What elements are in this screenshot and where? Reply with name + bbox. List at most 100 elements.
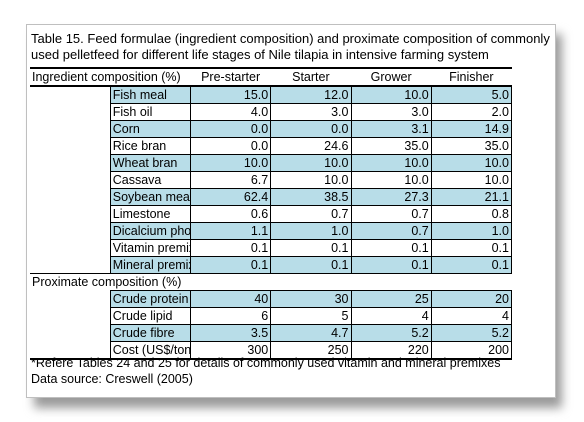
row-label: Corn	[109, 120, 191, 138]
indent-cell	[30, 257, 110, 274]
data-source: Data source: Creswell (2005)	[31, 372, 193, 386]
indent-cell	[30, 189, 110, 206]
value-cell: 2.0	[430, 103, 513, 121]
table-row: Mineral premix*0.10.10.10.1	[30, 256, 513, 274]
value-cell: 1.0	[430, 222, 513, 240]
value-cell: 0.7	[350, 222, 432, 240]
value-cell: 4	[350, 307, 432, 325]
value-cell: 5.2	[350, 324, 432, 342]
table-row: Wheat bran 10.0 10.0 10.0 10.0	[30, 154, 513, 172]
value-cell: 3.1	[350, 120, 432, 138]
value-cell: 0.1	[189, 256, 271, 274]
value-cell: 10.0	[189, 154, 271, 172]
table-row: Crude lipid 6 5 4 4	[30, 307, 513, 325]
table-row: Cassava 6.7 10.0 10.0 10.0	[30, 171, 513, 189]
table-row: Cost (US$/tonne) in 2005300250220200	[30, 341, 513, 360]
indent-cell	[30, 138, 110, 155]
value-cell: 200	[430, 341, 513, 360]
value-cell: 0.1	[270, 256, 351, 274]
value-cell: 10.0	[270, 171, 351, 189]
indent-cell	[30, 155, 110, 172]
value-cell: 1.0	[270, 222, 351, 240]
table-row: Fish meal 15.0 12.0 10.0 5.0	[30, 85, 513, 104]
value-cell: 35.0	[430, 137, 513, 155]
indent-cell	[30, 223, 110, 240]
value-cell: 0.7	[350, 205, 432, 223]
table-figure: Table 15. Feed formulae (ingredient comp…	[26, 24, 556, 398]
value-cell: 0.1	[270, 239, 351, 257]
value-cell: 0.0	[270, 120, 351, 138]
section-ingredient-label: Ingredient composition (%)	[30, 67, 191, 87]
value-cell: 25	[350, 290, 432, 308]
value-cell: 4.0	[189, 103, 271, 121]
table-row: Crude protein 40 30 25 20	[30, 290, 513, 308]
row-label: Vitamin premix*	[109, 239, 191, 257]
indent-cell	[30, 291, 110, 308]
value-cell: 3.0	[270, 103, 351, 121]
table-row: Fish oil 4.0 3.0 3.0 2.0	[30, 103, 513, 121]
row-label: Fish oil	[109, 103, 191, 121]
value-cell: 4.7	[270, 324, 351, 342]
row-label: Wheat bran	[109, 154, 191, 172]
value-cell: 3.5	[189, 324, 271, 342]
value-cell: 20	[430, 290, 513, 308]
table-row: Crude fibre 3.5 4.7 5.2 5.2	[30, 324, 513, 342]
footnote: *Refere Tables 24 and 25 for details of …	[31, 356, 501, 370]
value-cell: 10.0	[350, 85, 432, 104]
indent-cell	[30, 325, 110, 342]
value-cell: 10.0	[350, 171, 432, 189]
indent-cell	[30, 104, 110, 121]
table-row: Vitamin premix*0.10.10.10.1	[30, 239, 513, 257]
col-header: Pre-starter	[190, 67, 271, 87]
value-cell: 21.1	[430, 188, 513, 206]
value-cell: 0.8	[430, 205, 513, 223]
row-label: Crude fibre	[109, 324, 191, 342]
table-row: Soybean meal 62.4 38.5 27.3 21.1	[30, 188, 513, 206]
row-label: Soybean meal	[109, 188, 191, 206]
section-row: Proximate composition (%)	[30, 273, 512, 291]
indent-cell	[30, 121, 110, 138]
value-cell: 1.1	[189, 222, 271, 240]
value-cell: 220	[350, 341, 432, 360]
value-cell: 5	[270, 307, 351, 325]
value-cell: 10.0	[430, 154, 513, 172]
value-cell: 12.0	[270, 85, 351, 104]
row-label: Rice bran	[109, 137, 191, 155]
table-row: Dicalcium phosphate1.11.00.71.0	[30, 222, 513, 240]
value-cell: 30	[270, 290, 351, 308]
value-cell: 15.0	[189, 85, 271, 104]
value-cell: 6.7	[189, 171, 271, 189]
section-proximate-label: Proximate composition (%)	[30, 273, 512, 291]
row-label: Dicalcium phosphate	[109, 222, 191, 240]
value-cell: 250	[270, 341, 351, 360]
value-cell: 0.0	[189, 137, 271, 155]
value-cell: 0.1	[430, 239, 513, 257]
row-label: Mineral premix*	[109, 256, 191, 274]
table-caption: Table 15. Feed formulae (ingredient comp…	[31, 31, 550, 62]
value-cell: 0.1	[350, 256, 432, 274]
col-header: Grower	[351, 67, 432, 87]
row-label: Fish meal	[109, 85, 191, 104]
indent-cell	[30, 308, 110, 325]
row-label: Crude lipid	[109, 307, 191, 325]
value-cell: 10.0	[350, 154, 432, 172]
value-cell: 0.1	[430, 256, 513, 274]
indent-cell	[30, 240, 110, 257]
indent-cell	[30, 341, 111, 360]
indent-cell	[30, 206, 110, 223]
value-cell: 0.1	[189, 239, 271, 257]
row-label: Cassava	[109, 171, 191, 189]
value-cell: 3.0	[350, 103, 432, 121]
row-label: Crude protein	[109, 290, 191, 308]
value-cell: 0.0	[189, 120, 271, 138]
feed-table: Ingredient composition (%) Pre-starter S…	[30, 67, 513, 360]
table-row: Corn 0.0 0.0 3.1 14.9	[30, 120, 513, 138]
table-row: Rice bran 0.0 24.6 35.0 35.0	[30, 137, 513, 155]
indent-cell	[30, 172, 110, 189]
value-cell: 6	[189, 307, 271, 325]
value-cell: 4	[430, 307, 513, 325]
value-cell: 35.0	[350, 137, 432, 155]
value-cell: 5.2	[430, 324, 513, 342]
col-header: Starter	[270, 67, 351, 87]
value-cell: 24.6	[270, 137, 351, 155]
